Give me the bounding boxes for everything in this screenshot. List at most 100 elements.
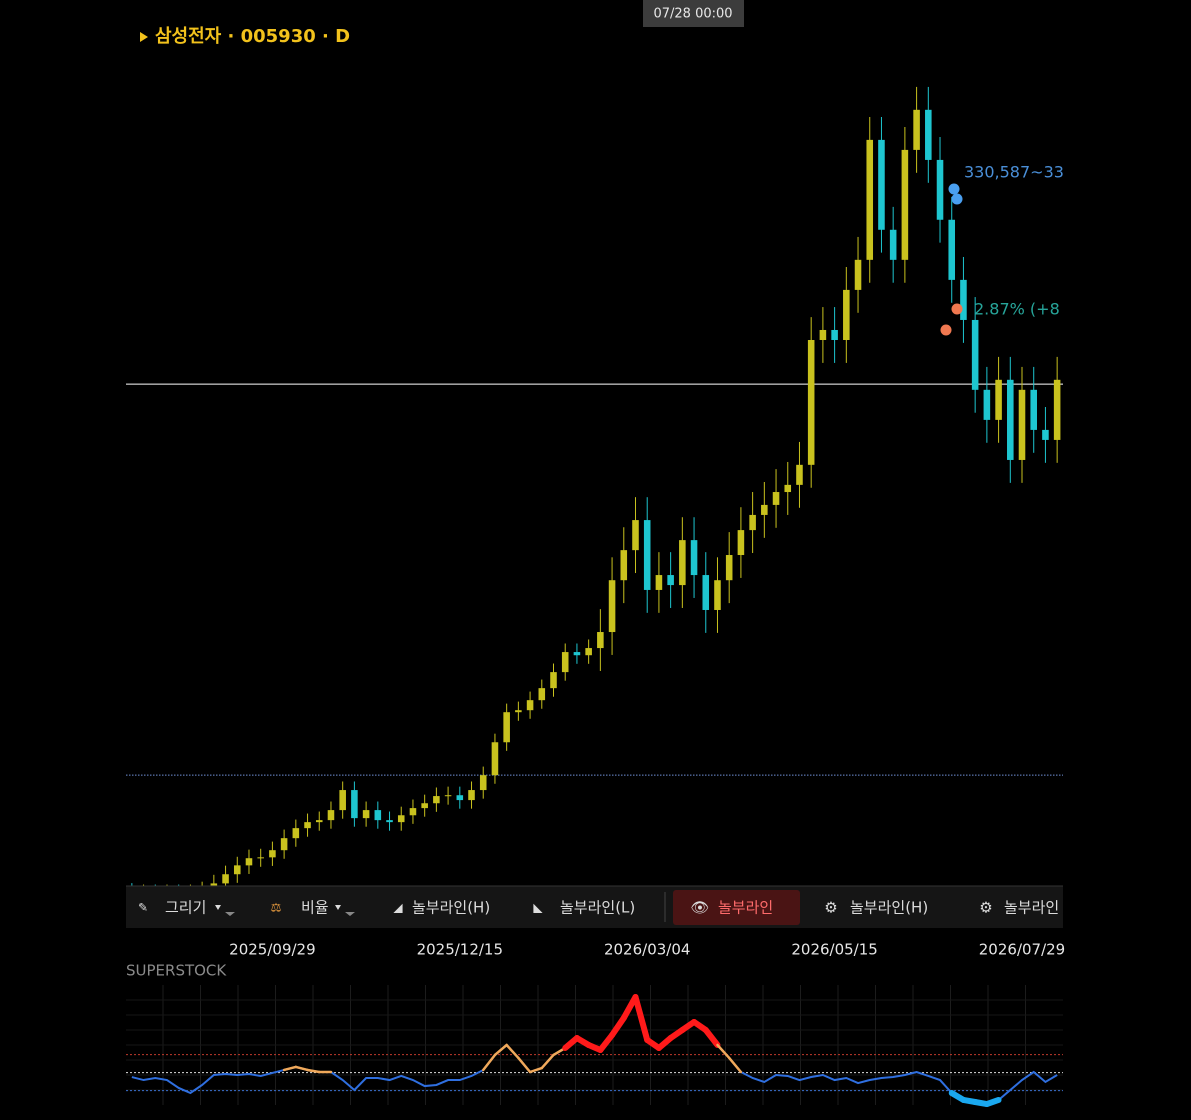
- candle-body: [386, 820, 393, 823]
- candle-body: [421, 803, 428, 809]
- candle-body: [831, 329, 838, 341]
- candle-body: [948, 219, 956, 280]
- candle-body: [995, 379, 1002, 420]
- candle-body: [269, 850, 276, 858]
- candle-body: [901, 149, 909, 260]
- candle-body: [433, 796, 440, 804]
- toolbar-button[interactable]: 놀부라인: [718, 899, 773, 917]
- candle-body: [971, 319, 979, 390]
- candle-body: [1053, 379, 1061, 440]
- x-tick-label: 2026/03/04: [604, 941, 690, 959]
- candle-body: [925, 109, 932, 160]
- candle-body: [257, 857, 264, 859]
- toolbar-button[interactable]: 놀부라인(H): [850, 899, 928, 917]
- candle-body: [620, 550, 628, 581]
- indicator-highlight: [983, 1096, 1002, 1108]
- candle-body: [725, 555, 733, 581]
- candle-body: [339, 790, 346, 811]
- candle-body: [222, 874, 229, 884]
- candle-body: [292, 828, 300, 839]
- candle-body: [315, 820, 323, 823]
- candle-body: [456, 795, 464, 801]
- toolbar-icon: ⚖: [271, 901, 282, 915]
- dropdown-caret: [335, 905, 341, 910]
- indicator-highlight: [306, 1068, 321, 1074]
- chart-title: 삼성전자 · 005930 · D: [155, 26, 350, 47]
- crosshair-label: 07/28 00:00: [653, 7, 732, 22]
- candle-body: [913, 109, 920, 150]
- indicator-highlight: [632, 994, 651, 1043]
- candle-body: [690, 540, 698, 576]
- toolbar-active-bg: [673, 890, 800, 925]
- candle-body: [491, 742, 499, 776]
- candle-body: [597, 632, 604, 649]
- toolbar-icon: ◢: [393, 901, 403, 915]
- candle-body: [702, 575, 710, 610]
- candle-body: [843, 289, 850, 341]
- candle-body: [819, 329, 827, 341]
- indicator-highlight: [493, 1043, 508, 1057]
- candle-body: [807, 340, 815, 465]
- candle-body: [573, 652, 581, 656]
- toolbar-button[interactable]: 놀부라인(H): [412, 899, 490, 917]
- candle-body: [761, 504, 768, 515]
- candle-body: [1018, 389, 1026, 460]
- annotation-dot: [951, 303, 963, 315]
- candle-body: [1007, 379, 1014, 460]
- toolbar-button[interactable]: 그리기: [165, 899, 206, 917]
- candle-body: [409, 808, 417, 816]
- toolbar-icon: ✎: [138, 901, 148, 915]
- annotation-dot: [948, 183, 960, 195]
- toolbar-button[interactable]: 비율: [301, 899, 329, 917]
- candle-body: [749, 514, 756, 531]
- indicator-title: SUPERSTOCK: [126, 962, 227, 980]
- candle-body: [538, 688, 546, 701]
- candle-body: [585, 648, 592, 656]
- overlay: 07/28 00:00 삼성전자 · 005930 · D SUPERSTOCK…: [126, 0, 1065, 980]
- candle-body: [772, 492, 780, 505]
- candle-body: [210, 883, 218, 886]
- candle-body: [1042, 429, 1049, 440]
- candle-body: [515, 710, 522, 713]
- candle-body: [866, 139, 874, 260]
- candle-body: [936, 159, 944, 220]
- candle-body: [397, 815, 405, 823]
- candle-body: [561, 652, 569, 673]
- toolbar-button[interactable]: 놀부라인: [1004, 899, 1059, 917]
- candle-body: [362, 810, 370, 819]
- candle-body: [796, 464, 803, 485]
- indicator-highlight: [505, 1043, 520, 1060]
- candle-body: [643, 520, 651, 590]
- candle-body: [503, 712, 510, 743]
- main-plot: 330,587~33 2.87% (+8: [126, 86, 1063, 886]
- candle-body: [632, 520, 639, 551]
- candle-body: [479, 775, 487, 791]
- candle-body: [444, 795, 452, 797]
- candle-body: [327, 810, 335, 821]
- indicator-highlight: [481, 1053, 497, 1072]
- candle-body: [960, 279, 967, 320]
- x-tick-label: 2025/12/15: [417, 941, 503, 959]
- toolbar-icon: ◣: [533, 901, 543, 915]
- toolbar-icon: ⚙: [979, 899, 992, 917]
- toolbar-button[interactable]: 놀부라인(L): [560, 899, 635, 917]
- candle-body: [608, 580, 616, 633]
- annotation-dot: [951, 193, 963, 205]
- x-tick-label: 2026/05/15: [791, 941, 877, 959]
- x-tick-label: 2026/07/29: [979, 941, 1065, 959]
- dropdown-caret: [215, 905, 221, 910]
- candle-body: [679, 540, 686, 586]
- title-marker: [140, 32, 148, 42]
- toolbar: ✎ 그리기 ⚖ 비율 ◢ 놀부라인(H) ◣ 놀부라인(L) 👁 놀부라인 ⚙ 놀부라인(H) ⚙ 놀부라…: [126, 885, 1063, 928]
- x-tick-label: 2025/09/29: [229, 941, 315, 959]
- toolbar-bg: [126, 886, 1063, 928]
- indicator-highlight: [609, 1015, 627, 1039]
- annotation: 2.87% (+8: [974, 300, 1060, 319]
- candle-body: [468, 790, 475, 801]
- indicator-highlight: [294, 1065, 309, 1072]
- indicator-highlight: [540, 1053, 555, 1070]
- candle-body: [889, 229, 897, 260]
- toolbar-icon: ⚙: [824, 899, 837, 917]
